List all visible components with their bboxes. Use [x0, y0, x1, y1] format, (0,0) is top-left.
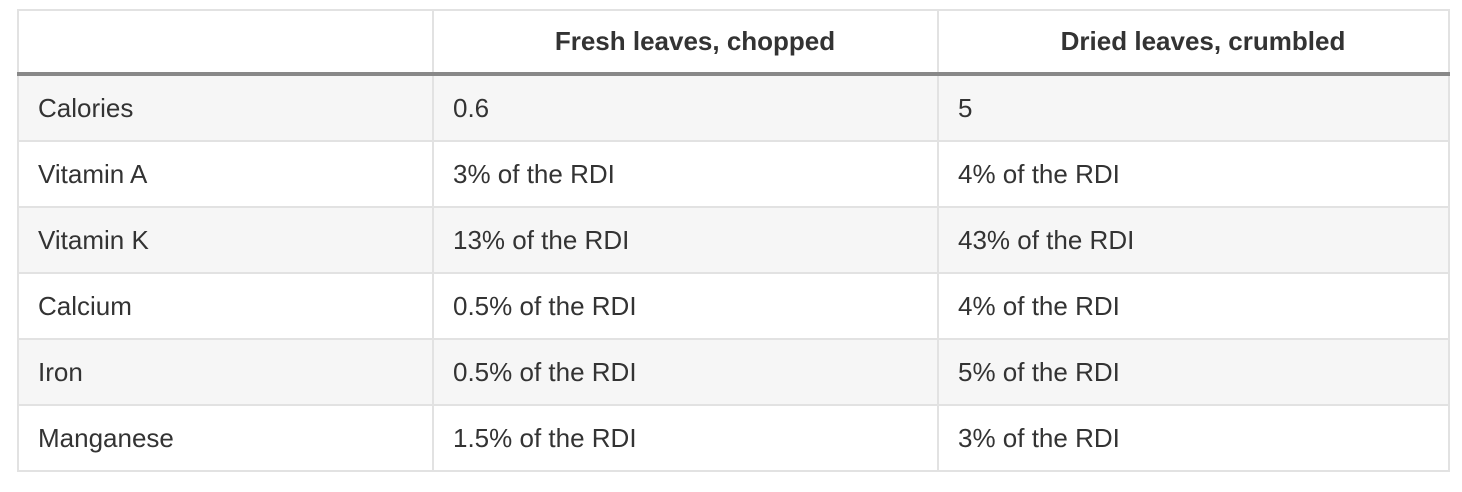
table-row: Vitamin A 3% of the RDI 4% of the RDI: [17, 140, 1450, 208]
table-row: Calories 0.6 5: [17, 73, 1450, 142]
table-row: Manganese 1.5% of the RDI 3% of the RDI: [17, 404, 1450, 472]
table-row: Calcium 0.5% of the RDI 4% of the RDI: [17, 272, 1450, 340]
cell: 43% of the RDI: [937, 206, 1450, 274]
row-label: Calcium: [17, 272, 434, 340]
cell: 0.5% of the RDI: [432, 338, 939, 406]
table-body: Calories 0.6 5 Vitamin A 3% of the RDI 4% of …: [17, 73, 1450, 472]
header-cell: [17, 9, 434, 76]
header-cell: Dried leaves, crumbled: [937, 9, 1450, 76]
cell: 1.5% of the RDI: [432, 404, 939, 472]
cell: 0.5% of the RDI: [432, 272, 939, 340]
cell: 3% of the RDI: [937, 404, 1450, 472]
header-row: Fresh leaves, chopped Dried leaves, crum…: [17, 9, 1450, 76]
nutrition-table: Fresh leaves, chopped Dried leaves, crum…: [17, 9, 1450, 472]
row-label: Manganese: [17, 404, 434, 472]
table-header: Fresh leaves, chopped Dried leaves, crum…: [17, 9, 1450, 76]
cell: 0.6: [432, 73, 939, 142]
cell: 3% of the RDI: [432, 140, 939, 208]
table-row: Vitamin K 13% of the RDI 43% of the RDI: [17, 206, 1450, 274]
header-cell: Fresh leaves, chopped: [432, 9, 939, 76]
cell: 13% of the RDI: [432, 206, 939, 274]
cell: 5: [937, 73, 1450, 142]
cell: 5% of the RDI: [937, 338, 1450, 406]
cell: 4% of the RDI: [937, 140, 1450, 208]
row-label: Vitamin K: [17, 206, 434, 274]
cell: 4% of the RDI: [937, 272, 1450, 340]
row-label: Vitamin A: [17, 140, 434, 208]
row-label: Iron: [17, 338, 434, 406]
table-row: Iron 0.5% of the RDI 5% of the RDI: [17, 338, 1450, 406]
row-label: Calories: [17, 73, 434, 142]
